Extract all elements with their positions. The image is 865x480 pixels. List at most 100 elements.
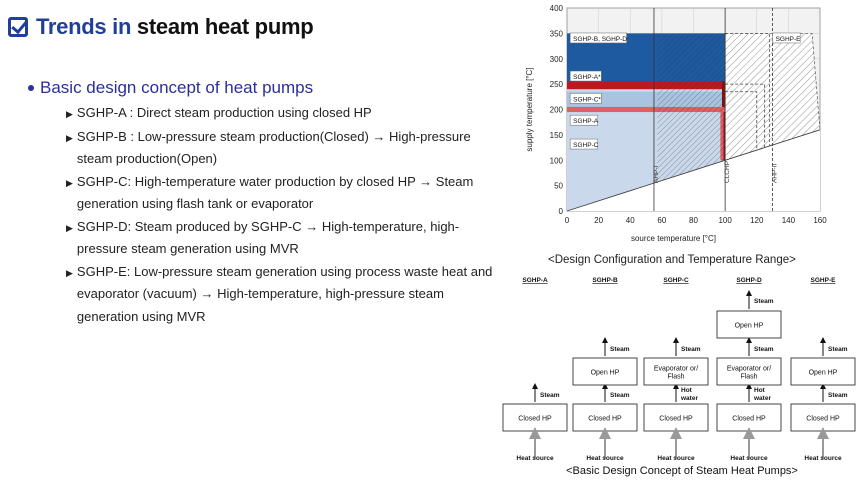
- column-header: SGHP-B: [592, 277, 618, 284]
- y-tick-label: 150: [550, 131, 564, 140]
- open-hp-box-label: Open HP: [591, 370, 620, 377]
- x-tick-label: 80: [689, 216, 698, 225]
- triangle-right-icon: ▶: [66, 222, 73, 233]
- bullet-line: SGHP-C: High-temperature water productio…: [76, 173, 474, 189]
- bullet-item: ▶ SGHP-D: Steam produced by SGHP-C → Hig…: [66, 216, 516, 261]
- bullet-list: ▶ SGHP-A : Direct steam production using…: [66, 102, 516, 328]
- y-axis-label: supply temperature [°C]: [525, 67, 534, 151]
- steam-label: Steam: [754, 346, 774, 353]
- region-label-text: SGHP-B, SGHP-D: [573, 36, 627, 43]
- x-tick-label: 160: [813, 216, 827, 225]
- region-sghp-a: [567, 106, 726, 113]
- region-label-box: [569, 138, 599, 150]
- column-header: SGHP-A: [522, 277, 548, 284]
- region-label-text: SGHP-A*: [573, 74, 601, 81]
- evaporator-box: [643, 357, 709, 386]
- slide-title: Trends in steam heat pump: [36, 14, 314, 40]
- heat-source-label: Heat source: [804, 455, 842, 462]
- steam-label: Steam: [754, 298, 774, 305]
- slide-header: Trends in steam heat pump: [8, 14, 314, 40]
- region-sghp-a-star: [567, 81, 726, 90]
- region-label: SGHP-E: [772, 32, 802, 44]
- region-label-text: SGHP-E: [776, 36, 802, 43]
- hot-water-label: Hot: [754, 387, 766, 394]
- diagram-caption: <Basic Design Concept of Steam Heat Pump…: [566, 465, 798, 477]
- closed-hp-box: [643, 403, 709, 432]
- y-tick-label: 350: [550, 29, 564, 38]
- steam-label: Steam: [681, 346, 701, 353]
- hot-water-label: water: [753, 395, 771, 402]
- closed-hp-box-label: Closed HP: [588, 416, 622, 423]
- open-hp-box: [572, 357, 638, 386]
- title-rest: steam heat pump: [136, 14, 314, 39]
- x-tick-label: 40: [626, 216, 635, 225]
- closed-hp-box-label: Closed HP: [659, 416, 693, 423]
- column-header: SGHP-E: [811, 277, 837, 284]
- y-tick-label: 50: [554, 182, 563, 191]
- bullet-item: ▶ SGHP-C: High-temperature water product…: [66, 171, 516, 216]
- vertical-line-label: AHP-II: [772, 164, 779, 183]
- bullet-line: SGHP-E: Low-pressure steam generation us…: [76, 263, 493, 279]
- region-label-box: [569, 93, 602, 104]
- bullet-item: ▶ SGHP-B : Low-pressure steam production…: [66, 126, 516, 171]
- y-tick-label: 0: [559, 207, 564, 216]
- region-label-box: [569, 32, 627, 44]
- temperature-range-chart: AHP-I CLCHP AHP-II SGHP-B, SGHP-D SGHP-E SGHP…: [525, 4, 827, 243]
- region-label-text: SGHP-C*: [573, 96, 601, 103]
- column-header: SGHP-C: [663, 277, 689, 284]
- bullet-line: SGHP-A : Direct steam production using c…: [76, 105, 372, 120]
- region-label-box: [569, 114, 599, 126]
- evaporator-box-label: Evaporator or/: [654, 366, 698, 373]
- bullet-line: generation using flash tank or evaporato…: [76, 196, 314, 211]
- lower-boundary-line: [566, 129, 821, 212]
- x-tick-label: 20: [594, 216, 603, 225]
- open-hp-box-label: Open HP: [735, 323, 764, 330]
- x-tick-label: 140: [782, 216, 796, 225]
- vertical-line-label: CLCHP: [724, 161, 731, 183]
- region-label-text: SGHP-A: [573, 118, 599, 125]
- hot-water-label: water: [680, 395, 698, 402]
- region-label: SGHP-B, SGHP-D: [569, 32, 627, 44]
- y-tick-label: 250: [550, 80, 564, 89]
- chart-caption: <Design Configuration and Temperature Ra…: [548, 254, 796, 266]
- steam-label: Steam: [828, 346, 848, 353]
- triangle-right-icon: ▶: [66, 177, 73, 188]
- evaporator-box-label: Flash: [667, 374, 684, 381]
- y-tick-label: 300: [550, 55, 564, 64]
- x-tick-label: 60: [657, 216, 666, 225]
- y-tick-label: 100: [550, 156, 564, 165]
- bullet-line: steam production(Open): [76, 151, 218, 166]
- region-label-box: [772, 32, 801, 44]
- steam-label: Steam: [540, 392, 560, 399]
- bullet-line: generation using MVR: [76, 308, 206, 324]
- steam-label: Steam: [610, 392, 630, 399]
- bullet-item: ▶ SGHP-A : Direct steam production using…: [66, 102, 516, 126]
- column-header: SGHP-D: [736, 277, 762, 284]
- bullet-item: ▶ SGHP-E: Low-pressure steam generation …: [66, 261, 516, 329]
- open-hp-box: [790, 357, 856, 386]
- overlay-hatch: [657, 33, 726, 183]
- bullet-line: pressure steam generation using MVR: [76, 241, 299, 256]
- heat-source-label: Heat source: [730, 455, 768, 462]
- y-tick-label: 200: [550, 106, 564, 115]
- section-title: Basic design concept of heat pumps: [40, 78, 314, 97]
- checkbox-icon: [8, 17, 28, 37]
- region-label: SGHP-A*: [569, 70, 602, 82]
- open-hp-box-label: Open HP: [809, 370, 838, 377]
- region-label-text: SGHP-C: [573, 142, 599, 149]
- vertical-line-label: AHP-I: [653, 165, 660, 183]
- dashed-box-e: [724, 32, 770, 161]
- bullet-line: SGHP-B : Low-pressure steam production(C…: [76, 128, 471, 144]
- section-heading: Basic design concept of heat pumps: [28, 78, 313, 98]
- closed-hp-box-label: Closed HP: [806, 416, 840, 423]
- title-accent: Trends in: [36, 14, 132, 39]
- triangle-right-icon: ▶: [66, 267, 73, 278]
- x-tick-label: 0: [565, 216, 570, 225]
- y-tick-label: 400: [550, 4, 564, 13]
- bullet-dot-icon: [28, 85, 34, 91]
- triangle-right-icon: ▶: [66, 132, 73, 143]
- closed-hp-box-label: Closed HP: [732, 416, 766, 423]
- bullet-line: SGHP-D: Steam produced by SGHP-C → High-…: [76, 218, 460, 234]
- evaporator-box-label: Flash: [740, 374, 757, 381]
- closed-hp-box: [790, 403, 856, 432]
